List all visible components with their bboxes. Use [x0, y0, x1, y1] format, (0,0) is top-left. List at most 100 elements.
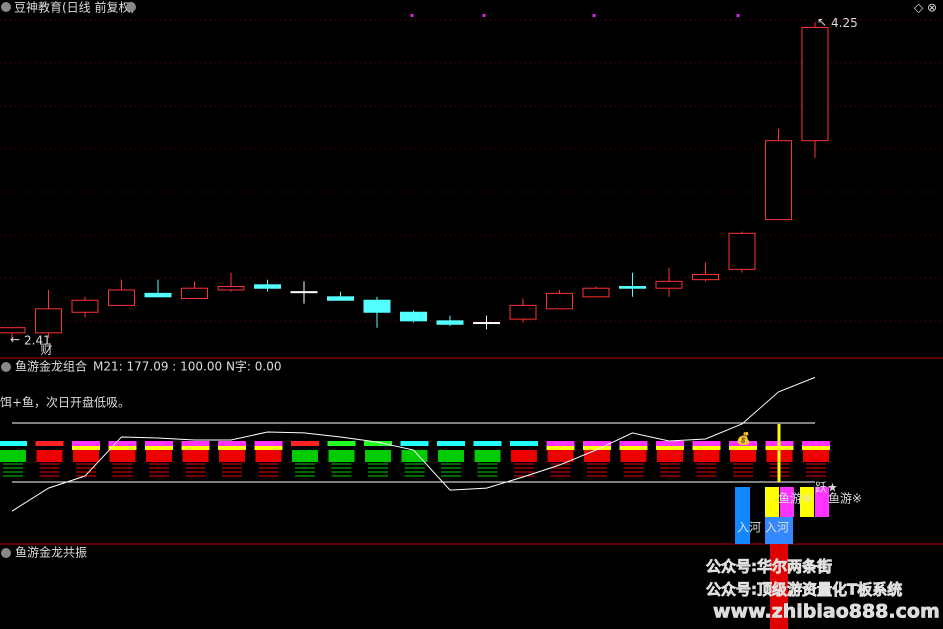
signal-body	[0, 450, 26, 462]
signal-mid	[583, 446, 611, 450]
signal-top	[437, 441, 465, 446]
signal-top	[510, 441, 538, 446]
signal-top	[181, 441, 210, 446]
signal-mid	[619, 446, 648, 450]
arrow: ←	[10, 332, 20, 346]
candle-body	[546, 292, 573, 310]
signal-top	[218, 441, 246, 446]
signal-mid	[145, 446, 173, 450]
signal-body	[620, 450, 647, 462]
candle-body	[327, 296, 354, 301]
marker-dot	[736, 14, 740, 17]
candle-body	[582, 287, 610, 298]
high-label: 4.25	[831, 16, 858, 30]
signal-top	[364, 441, 392, 446]
signal-mid	[656, 446, 684, 450]
candle-body	[144, 292, 172, 298]
signal-body	[365, 450, 391, 462]
chart-title: 豆神教育(日线 前复权)	[14, 0, 135, 15]
signal-bar	[800, 487, 814, 517]
signal-bar	[770, 544, 788, 629]
signal-body	[803, 450, 829, 462]
signal-body	[657, 450, 683, 462]
candle-body	[436, 320, 464, 325]
annotation: 财	[41, 343, 53, 357]
signal-body	[292, 450, 318, 462]
signal-body	[36, 450, 63, 462]
signal-top	[0, 441, 27, 446]
watermark: 公众号:华尔两条街	[706, 558, 832, 576]
annotation: 跃★	[815, 481, 838, 495]
signal-body	[182, 450, 209, 462]
menu-icon[interactable]	[1, 362, 11, 372]
signal-top	[583, 441, 611, 446]
signal-top	[656, 441, 684, 446]
signal-body	[584, 450, 610, 462]
candle-body	[254, 284, 281, 289]
annotation: 入河	[737, 521, 761, 535]
icon: 💰	[736, 432, 751, 446]
watermark: 公众号:顶级游资量化T板系统	[706, 581, 902, 599]
marker-dot	[410, 14, 414, 17]
candle-body	[217, 286, 245, 291]
candle-body	[71, 299, 99, 313]
annotation: 鱼游※	[778, 492, 812, 506]
signal-mid	[254, 446, 283, 450]
signal-mid	[692, 446, 721, 450]
marker-dot	[592, 14, 596, 17]
signal-top	[254, 441, 283, 446]
signal-body	[146, 450, 172, 462]
signal-body	[219, 450, 245, 462]
signal-bar	[765, 517, 793, 544]
panel-title: 鱼游金龙组合	[15, 359, 87, 374]
annotation: 鱼游※	[828, 492, 862, 506]
low-label: 2.41	[24, 333, 51, 347]
signal-body	[547, 450, 574, 462]
signal-body	[511, 450, 537, 462]
signal-body	[73, 450, 99, 462]
signal-body	[474, 450, 501, 462]
candle-body	[0, 327, 26, 334]
watermark: www.zhibiao888.com	[713, 601, 940, 623]
candle-body	[108, 289, 135, 306]
signal-top	[72, 441, 100, 446]
candle-body	[400, 311, 427, 322]
menu-icon[interactable]	[1, 548, 11, 558]
candle-body	[509, 304, 537, 320]
signal-body	[255, 450, 282, 462]
marker-dot	[482, 14, 486, 17]
icon[interactable]: ◇ ⊗	[914, 1, 937, 15]
candle-body	[619, 286, 646, 289]
signal-body	[328, 450, 355, 462]
menu-icon[interactable]	[1, 2, 11, 12]
signal-mid	[181, 446, 210, 450]
signal-top	[619, 441, 648, 446]
signal-body	[693, 450, 720, 462]
candle-body	[473, 322, 500, 325]
signal-bar	[765, 487, 779, 517]
line	[11, 376, 816, 512]
signal-top	[729, 441, 757, 446]
signal-top	[802, 441, 830, 446]
candle-body	[728, 232, 756, 270]
signal-mid	[729, 446, 757, 450]
signal-mid	[546, 446, 575, 450]
signal-mid	[72, 446, 100, 450]
signal-top	[546, 441, 575, 446]
candle-body	[692, 274, 719, 281]
signal-bar	[735, 487, 750, 544]
menu-icon[interactable]	[126, 2, 136, 12]
candle-body	[655, 280, 683, 289]
signal-top	[327, 441, 356, 446]
signal-body	[730, 450, 756, 462]
signal-top	[400, 441, 429, 446]
candle-body	[181, 287, 208, 300]
signal-mid	[218, 446, 246, 450]
signal-top	[108, 441, 137, 446]
signal-top	[35, 441, 64, 446]
signal-mid	[108, 446, 137, 450]
signal-top	[473, 441, 502, 446]
candle-body	[363, 299, 391, 313]
signal-top	[291, 441, 319, 446]
